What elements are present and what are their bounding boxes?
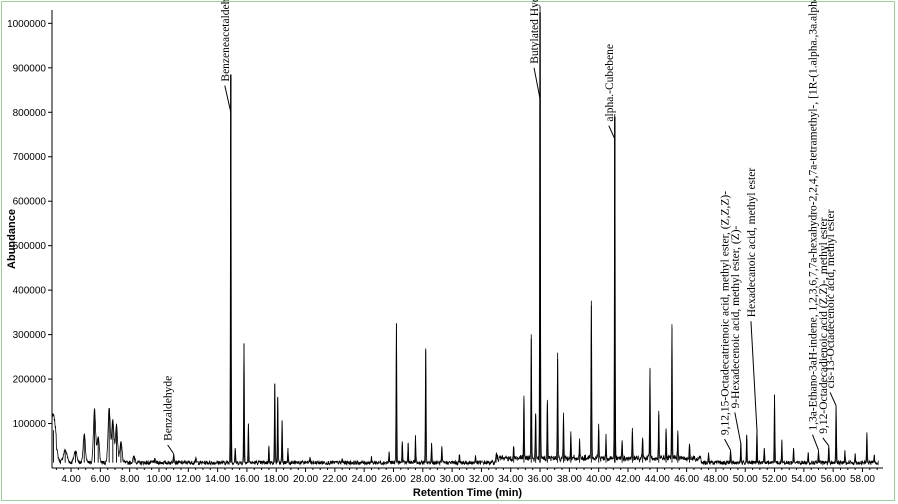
x-tick-label: 26.00: [381, 474, 406, 485]
peak-annotation-label: cis-13-Octadecenoic acid, methyl ester: [825, 209, 837, 388]
x-tick-label: 52.00: [762, 474, 787, 485]
x-tick-label: 50.00: [733, 474, 758, 485]
annotation-leader: [734, 412, 742, 444]
x-tick-label: 28.00: [410, 474, 435, 485]
x-tick-label: 12.00: [176, 474, 201, 485]
y-tick-label: 300000: [13, 330, 47, 341]
x-tick-label: 20.00: [293, 474, 318, 485]
x-tick-label: 56.00: [821, 474, 846, 485]
annotation-leader: [750, 321, 758, 431]
y-tick-label: 900000: [13, 63, 47, 74]
x-tick-label: 32.00: [469, 474, 494, 485]
x-tick-label: 44.00: [645, 474, 670, 485]
y-tick-label: 100000: [13, 419, 47, 430]
x-tick-label: 16.00: [234, 474, 259, 485]
annotation-leader: [724, 438, 732, 451]
y-tick-label: 400000: [13, 286, 47, 297]
x-tick-label: 48.00: [703, 474, 728, 485]
y-tick-label: 700000: [13, 152, 47, 163]
x-tick-label: 40.00: [586, 474, 611, 485]
annotation-leader: [822, 437, 830, 447]
peak-annotation-label: Hexadecanoic acid, methyl ester: [746, 168, 758, 318]
y-axis-label: Abundance: [6, 209, 18, 269]
x-tick-label: 46.00: [674, 474, 699, 485]
peak-annotation-label: alpha.-Cubebene: [604, 44, 616, 122]
peak-annotation-label: 9,12-Octadecadienoic acid (Z,Z)-, methyl…: [818, 217, 830, 433]
x-tick-label: 36.00: [528, 474, 553, 485]
x-tick-label: 54.00: [791, 474, 816, 485]
peak-annotation-label: Benzeneacetaldehyde: [220, 0, 232, 82]
y-tick-label: 800000: [13, 108, 47, 119]
y-tick-label: 200000: [13, 375, 47, 386]
x-tick-label: 34.00: [498, 474, 523, 485]
x-tick-label: 24.00: [352, 474, 377, 485]
annotation-leader: [224, 85, 232, 113]
x-tick-label: 38.00: [557, 474, 582, 485]
x-tick-label: 30.00: [440, 474, 465, 485]
peak-annotation-label: Butylated Hydroxytoluene: [529, 0, 541, 64]
annotation-leader: [829, 392, 837, 406]
peak-annotation-label: 9-Hexadecenoic acid, methyl ester, (Z)-: [730, 225, 742, 408]
chromatogram-series: [51, 6, 879, 467]
x-axis-label: Retention Time (min): [413, 487, 523, 499]
peak-annotation-label: 9,12,15-Octadecatrienoic acid, methyl es…: [720, 191, 732, 435]
annotation-leader: [533, 67, 541, 100]
peak-annotations: Benzaldehyde Benzeneacetaldehyde Butylated…: [163, 0, 837, 455]
x-tick-label: 6.00: [91, 474, 111, 485]
x-axis: 4.00 6.00 8.00 10.00 12.00 14.00 16.00 18.00 20.…: [52, 467, 883, 485]
x-tick-label: 8.00: [120, 474, 140, 485]
x-tick-label: 58.00: [850, 474, 875, 485]
x-tick-label: 18.00: [264, 474, 289, 485]
x-tick-label: 4.00: [61, 474, 81, 485]
peak-annotation-label: Benzaldehyde: [163, 376, 175, 441]
y-tick-label: 500000: [13, 241, 47, 252]
x-tick-label: 42.00: [615, 474, 640, 485]
annotation-leader: [167, 444, 175, 455]
x-tick-label: 14.00: [205, 474, 230, 485]
annotation-leader: [812, 434, 819, 451]
y-tick-label: 600000: [13, 197, 47, 208]
x-tick-label: 22.00: [322, 474, 347, 485]
x-tick-label: 10.00: [146, 474, 171, 485]
peak-annotation-label: 1,3a-Ethano-3aH-indene, 1,2,3,6,7,7a-hex…: [808, 0, 820, 431]
y-axis: 100000 200000 300000 400000 500000 600000 7000…: [7, 10, 53, 468]
annotation-leader: [608, 125, 616, 140]
y-tick-label: 1000000: [7, 19, 46, 30]
